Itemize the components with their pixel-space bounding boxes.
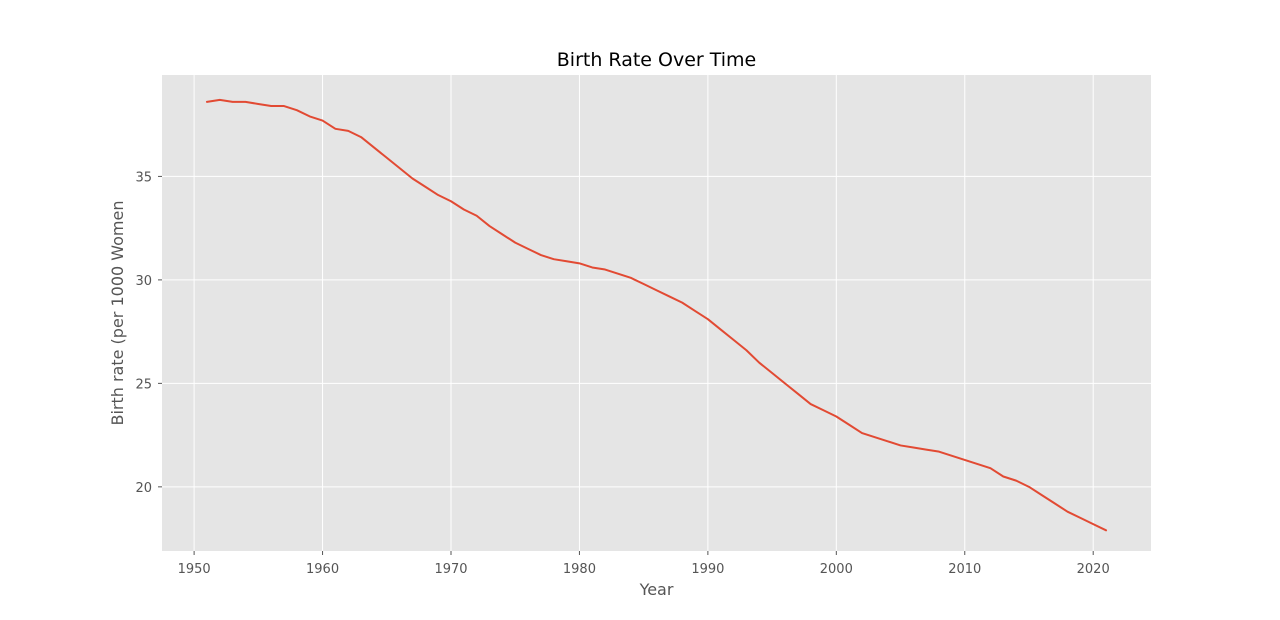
y-tick-label: 35 — [135, 170, 152, 185]
x-tick-label: 2020 — [1077, 562, 1110, 577]
chart-title: Birth Rate Over Time — [557, 49, 757, 71]
x-tick-label: 2000 — [820, 562, 853, 577]
y-tick-label: 20 — [135, 481, 152, 496]
grid-lines — [162, 75, 1151, 551]
x-axis-label: Year — [639, 580, 674, 599]
x-tick-label: 1950 — [178, 562, 211, 577]
y-tick-label: 30 — [135, 274, 152, 289]
y-axis-label: Birth rate (per 1000 Women — [108, 200, 127, 425]
x-tick-label: 2010 — [948, 562, 981, 577]
x-tick-label: 1990 — [691, 562, 724, 577]
series-line — [205, 98, 1108, 532]
plot-area — [162, 75, 1151, 551]
x-tick-label: 1960 — [306, 562, 339, 577]
y-tick-label: 25 — [135, 377, 152, 392]
x-tick-label: 1980 — [563, 562, 596, 577]
x-tick-label: 1970 — [434, 562, 467, 577]
